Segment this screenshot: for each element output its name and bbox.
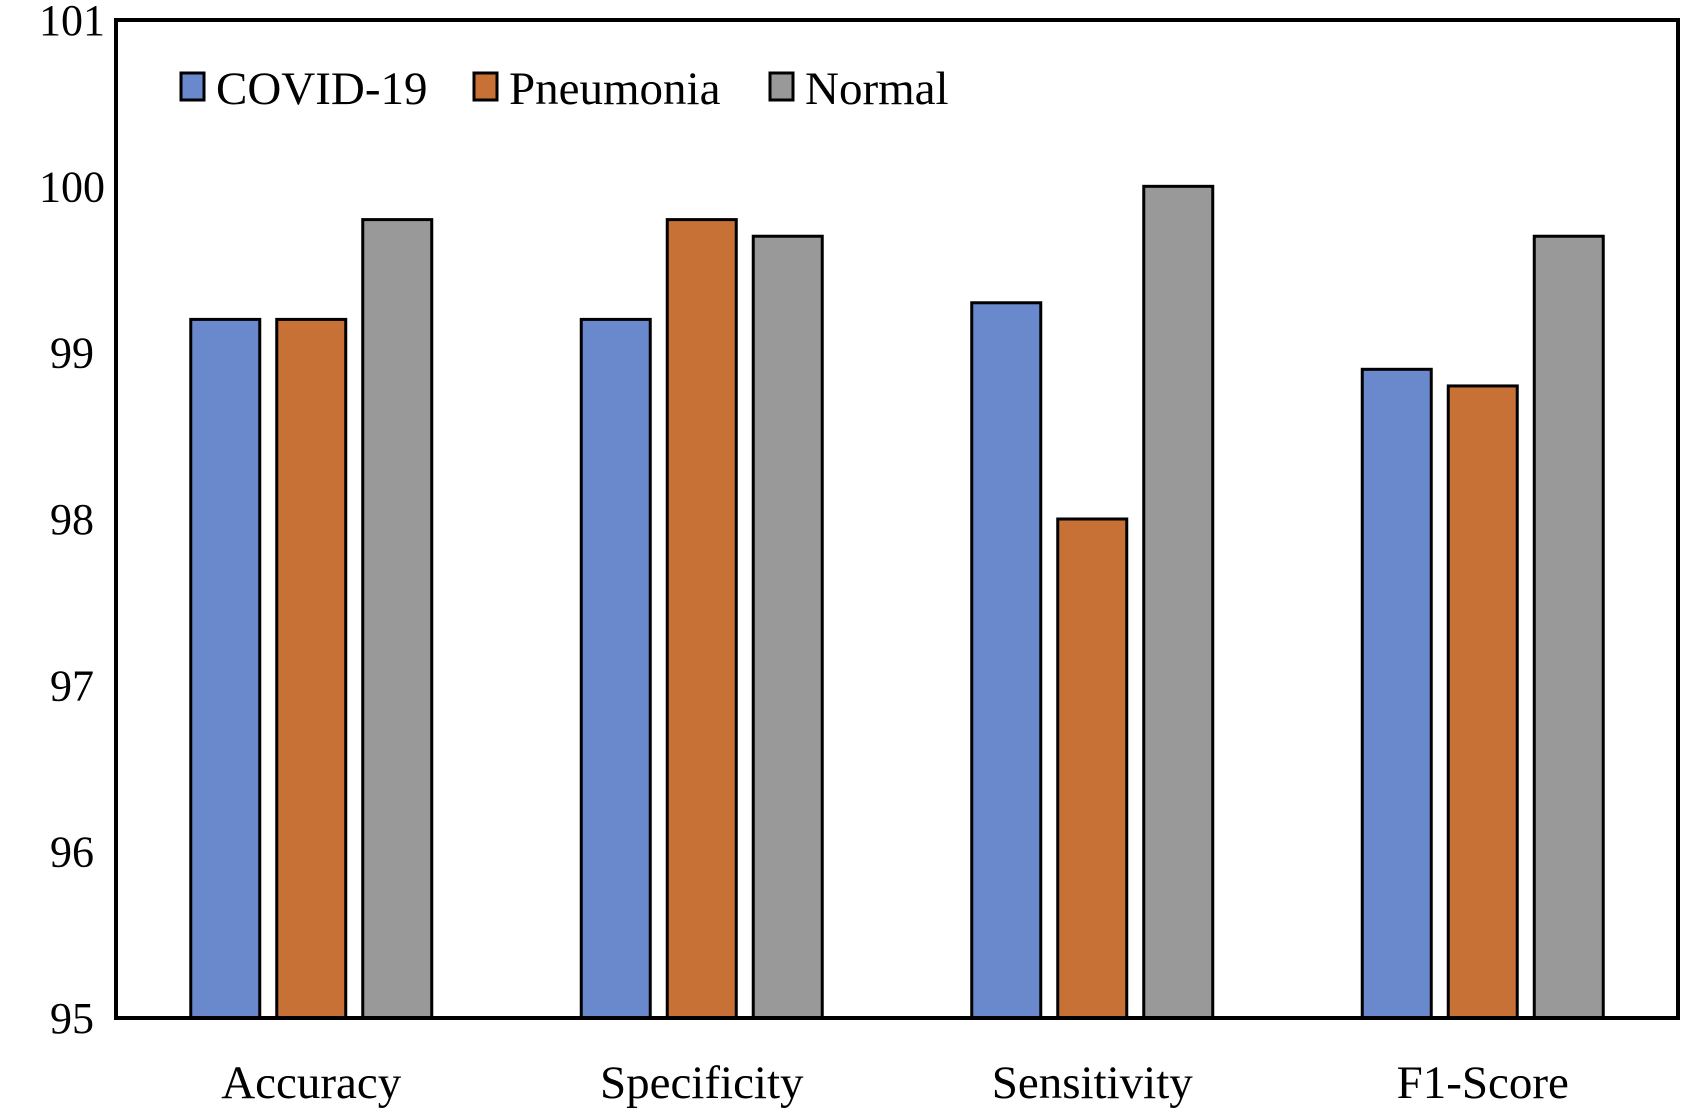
legend-label: Pneumonia bbox=[509, 63, 721, 115]
bar-covid-19-f1-score bbox=[1360, 367, 1433, 1020]
bar-normal-specificity bbox=[751, 234, 824, 1020]
x-axis-category-labels: Accuracy Specificity Sensitivity F1-Score bbox=[221, 1057, 1569, 1109]
y-tick-label: 95 bbox=[50, 994, 94, 1043]
bar-pneumonia-accuracy bbox=[275, 317, 348, 1020]
legend-swatch bbox=[179, 71, 206, 102]
x-category-label: F1-Score bbox=[1397, 1057, 1569, 1109]
x-category-label: Specificity bbox=[600, 1057, 804, 1109]
bar-covid-19-accuracy bbox=[189, 317, 262, 1020]
x-category-label: Sensitivity bbox=[992, 1057, 1194, 1109]
legend-label: Normal bbox=[805, 63, 949, 115]
bar-normal-f1-score bbox=[1532, 234, 1605, 1020]
y-tick-label: 101 bbox=[39, 0, 105, 45]
y-tick-label: 97 bbox=[50, 661, 94, 710]
legend: COVID-19 Pneumonia Normal bbox=[179, 63, 949, 115]
bar-normal-sensitivity bbox=[1142, 184, 1215, 1020]
bar-pneumonia-sensitivity bbox=[1056, 517, 1129, 1020]
bar-pneumonia-specificity bbox=[665, 218, 738, 1020]
bar-covid-19-sensitivity bbox=[970, 301, 1043, 1020]
y-tick-label: 100 bbox=[39, 162, 105, 211]
y-tick-label: 98 bbox=[50, 495, 94, 544]
legend-swatch bbox=[768, 71, 795, 102]
legend-swatch bbox=[472, 71, 499, 102]
bar-covid-19-specificity bbox=[579, 317, 652, 1020]
x-category-label: Accuracy bbox=[221, 1057, 402, 1109]
plot-area-frame bbox=[114, 18, 1680, 1020]
y-tick-label: 96 bbox=[50, 828, 94, 877]
legend-label: COVID-19 bbox=[216, 63, 427, 115]
bar-pneumonia-f1-score bbox=[1446, 384, 1519, 1020]
y-tick-label: 99 bbox=[50, 329, 94, 378]
bar-normal-accuracy bbox=[361, 218, 434, 1020]
y-axis-tick-labels: 95 96 97 98 99 100 101 bbox=[39, 0, 105, 1043]
bar-series-group bbox=[189, 184, 1605, 1020]
